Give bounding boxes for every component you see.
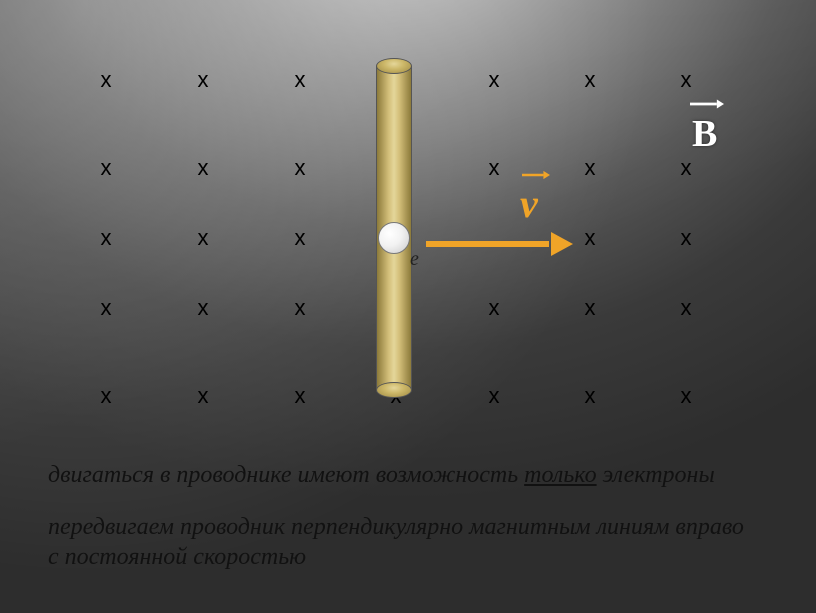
field-x-mark: х — [295, 383, 306, 409]
v-vector-text: v — [520, 181, 538, 226]
field-x-mark: х — [198, 67, 209, 93]
field-x-mark: х — [101, 67, 112, 93]
rod-cap-top — [376, 58, 412, 74]
field-x-mark: х — [681, 295, 692, 321]
field-x-mark: х — [585, 155, 596, 181]
field-x-mark: х — [489, 67, 500, 93]
b-vector-text: B — [692, 113, 717, 155]
field-x-mark: х — [101, 225, 112, 251]
caption-line-2: передвигаем проводник перпендикулярно ма… — [48, 512, 748, 572]
field-x-mark: х — [198, 225, 209, 251]
field-x-mark: х — [198, 155, 209, 181]
v-vector-label: v — [520, 180, 538, 227]
field-x-mark: х — [681, 155, 692, 181]
velocity-arrow-line — [426, 241, 549, 247]
velocity-arrow — [426, 232, 571, 256]
field-x-mark: х — [585, 225, 596, 251]
field-x-mark: х — [681, 225, 692, 251]
electron-label: e — [410, 248, 419, 271]
caption-line-1: двигаться в проводнике имеют возможность… — [48, 460, 715, 490]
v-vector-overarrow-icon — [522, 169, 550, 181]
field-x-mark: х — [489, 155, 500, 181]
field-x-mark: х — [681, 67, 692, 93]
field-x-mark: х — [101, 383, 112, 409]
field-x-mark: х — [585, 383, 596, 409]
b-vector-label: B — [692, 112, 717, 156]
field-x-mark: х — [295, 67, 306, 93]
caption1-pre: двигаться в проводнике имеют возможность — [48, 462, 524, 488]
electron-marker — [378, 222, 410, 254]
field-x-mark: х — [295, 295, 306, 321]
caption1-post: электроны — [597, 462, 715, 488]
field-x-mark: х — [295, 155, 306, 181]
velocity-arrow-head — [551, 232, 573, 256]
field-x-mark: х — [489, 295, 500, 321]
b-vector-overarrow-icon — [690, 98, 724, 110]
rod-cap-bottom — [376, 382, 412, 398]
field-x-mark: х — [101, 295, 112, 321]
field-x-mark: х — [198, 295, 209, 321]
field-x-mark: х — [198, 383, 209, 409]
field-x-mark: х — [585, 67, 596, 93]
caption1-underlined: только — [524, 462, 596, 488]
field-x-mark: х — [585, 295, 596, 321]
field-x-mark: х — [489, 383, 500, 409]
field-x-mark: х — [101, 155, 112, 181]
diagram-stage: ххххххххххххххххххххххххххххххх e v B дв… — [0, 0, 816, 613]
field-x-mark: х — [295, 225, 306, 251]
field-x-mark: х — [681, 383, 692, 409]
